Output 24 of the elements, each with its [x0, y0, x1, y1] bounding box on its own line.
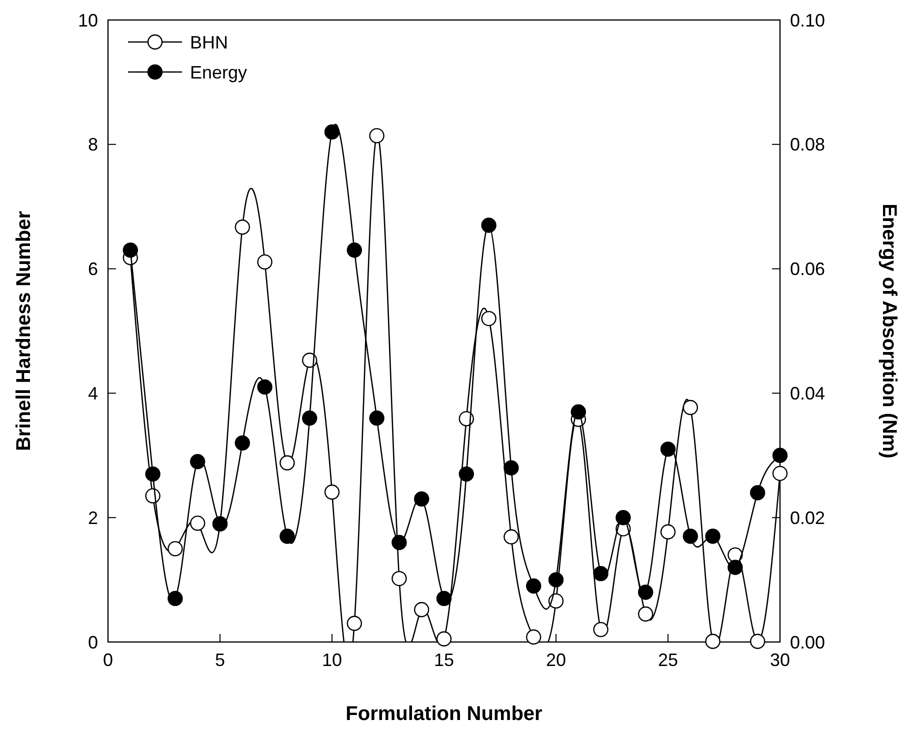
y-tick-label: 6	[88, 259, 98, 280]
y2-tick-label: 0.06	[790, 259, 826, 280]
x-tick-label: 25	[658, 650, 678, 670]
x-tick-label: 10	[322, 650, 342, 670]
x-tick-label: 30	[770, 650, 790, 670]
y2-tick-label: 0.00	[790, 632, 826, 652]
y2-tick-label: 0.04	[790, 384, 826, 404]
legend-label: Energy	[190, 62, 248, 82]
y-tick-label: 10	[78, 10, 98, 30]
y-axis-title: Brinell Hardness Number	[13, 210, 35, 452]
legend-label: BHN	[190, 32, 228, 52]
x-tick-label: 15	[434, 650, 454, 670]
y2-tick-label: 0.08	[790, 134, 826, 155]
y2-tick-label: 0.10	[790, 10, 826, 30]
y-tick-label: 4	[88, 384, 98, 404]
x-tick-label: 0	[102, 650, 114, 670]
x-tick-label: 5	[214, 650, 226, 670]
x-tick-label: 20	[546, 650, 566, 670]
y-tick-label: 8	[88, 134, 98, 155]
x-axis-title: Formulation Number	[346, 703, 543, 725]
y-tick-label: 0	[88, 632, 98, 652]
y2-axis-title: Energy of Absorption (Nm)	[878, 204, 900, 458]
y2-tick-label: 0.02	[790, 508, 826, 528]
y-tick-label: 2	[88, 508, 98, 528]
